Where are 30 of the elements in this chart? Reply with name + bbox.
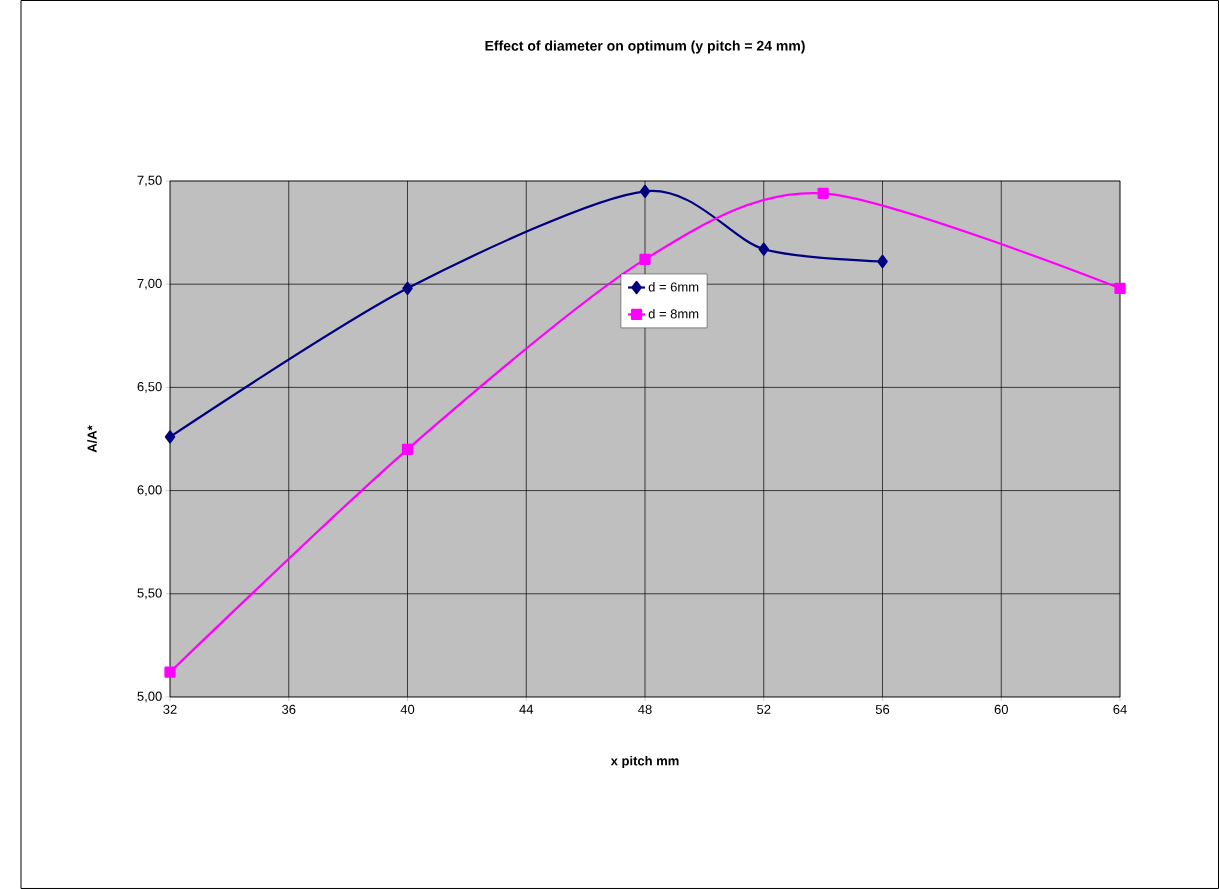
x-tick-label: 56: [875, 704, 890, 714]
y-tick-label: 7,50: [137, 175, 162, 187]
x-tick-label: 44: [519, 704, 534, 714]
point: [817, 187, 829, 199]
x-tick-label: 52: [757, 704, 771, 714]
x-tick-label: 36: [282, 704, 296, 714]
point: [164, 666, 176, 678]
x-tick-label: 40: [400, 704, 415, 714]
x-tick-label: 64: [1113, 704, 1127, 714]
point: [877, 254, 888, 269]
point: [639, 184, 651, 198]
y-tick-label: 6,00: [137, 485, 162, 496]
y-tick-label: 6,50: [137, 382, 162, 393]
chart-title: Effect of diameter on optimum (y pitch = 24 mm): [485, 40, 805, 54]
x-tick-label: 32: [163, 704, 177, 714]
x-tick-label: 60: [994, 704, 1008, 714]
point: [402, 281, 413, 295]
point: [164, 430, 176, 444]
y-axis-title: A/A*: [87, 425, 97, 453]
y-tick-label: 5,50: [137, 588, 162, 600]
point: [639, 253, 651, 266]
point: [1114, 282, 1126, 294]
x-axis-title: x pitch mm: [610, 755, 679, 769]
legend-label: d = 6mm: [648, 282, 699, 292]
point: [401, 443, 414, 455]
point: [758, 242, 769, 256]
legend-label: d = 8mm: [648, 308, 699, 319]
y-tick-label: 7,00: [137, 278, 162, 290]
y-tick-label: 5,00: [137, 691, 162, 703]
x-tick-label: 48: [638, 704, 652, 714]
